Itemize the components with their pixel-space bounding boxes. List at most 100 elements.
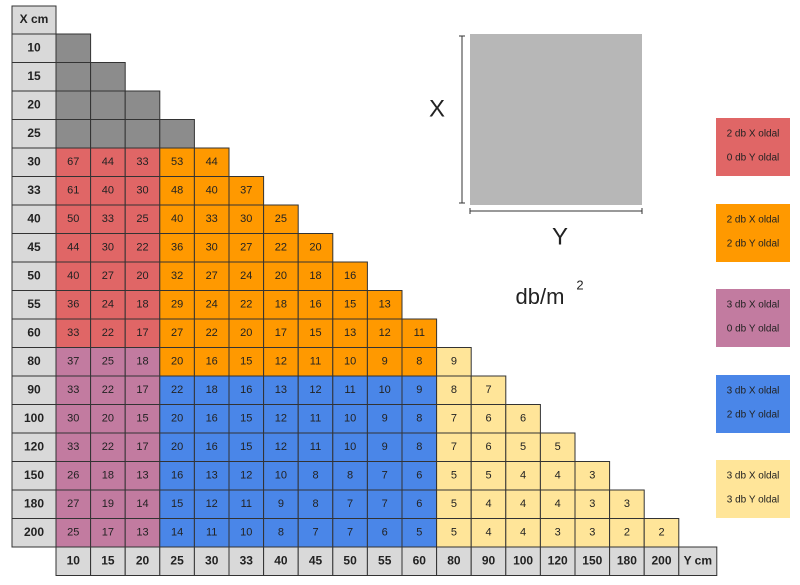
cell-value: 17 bbox=[136, 384, 148, 396]
cell bbox=[159, 119, 195, 149]
legend-text: 3 db Y oldal bbox=[727, 495, 779, 506]
cell-value: 50 bbox=[67, 213, 79, 225]
legend-text: 3 db X oldal bbox=[727, 386, 780, 397]
cell-value: 15 bbox=[240, 356, 252, 368]
cell bbox=[436, 432, 472, 462]
cell-value: 4 bbox=[520, 527, 526, 539]
cell bbox=[228, 261, 265, 291]
cell bbox=[609, 489, 645, 519]
cell-value: 17 bbox=[136, 327, 148, 339]
cell-value: 5 bbox=[451, 470, 457, 482]
row-header-cell bbox=[11, 233, 57, 263]
cell bbox=[436, 347, 472, 377]
cell-value: 3 bbox=[589, 470, 595, 482]
cell-value: 8 bbox=[416, 356, 422, 368]
cell-value: 11 bbox=[310, 413, 321, 425]
cell-value: 8 bbox=[416, 441, 422, 453]
row-header-cell bbox=[11, 147, 57, 177]
cell-value: 15 bbox=[309, 327, 321, 339]
cell bbox=[263, 261, 299, 291]
column-header: 30 bbox=[205, 553, 219, 567]
cell-value: 7 bbox=[451, 441, 457, 453]
cell bbox=[539, 489, 576, 519]
cell-value: 2 bbox=[658, 527, 664, 539]
cell bbox=[263, 290, 299, 320]
cell-value: 8 bbox=[312, 470, 318, 482]
cell bbox=[55, 233, 92, 263]
cell-value: 27 bbox=[67, 498, 79, 510]
column-header-cell bbox=[263, 546, 299, 576]
cell bbox=[193, 489, 230, 519]
cell bbox=[263, 347, 299, 377]
cell-value: 5 bbox=[520, 441, 526, 453]
corner-label: X cm bbox=[20, 12, 49, 26]
cell-value: 48 bbox=[171, 185, 183, 197]
cell-value: 10 bbox=[240, 527, 252, 539]
cell-value: 30 bbox=[206, 242, 218, 254]
cell bbox=[470, 489, 507, 519]
cell bbox=[90, 90, 126, 120]
cell-value: 37 bbox=[67, 356, 79, 368]
cell-value: 6 bbox=[485, 441, 491, 453]
cell-value: 24 bbox=[206, 299, 218, 311]
cell bbox=[436, 461, 472, 491]
cell bbox=[124, 518, 161, 548]
column-header: 15 bbox=[101, 553, 115, 567]
cell-value: 11 bbox=[310, 441, 321, 453]
column-header: 55 bbox=[378, 553, 392, 567]
cell-value: 13 bbox=[206, 470, 218, 482]
cell-value: 36 bbox=[171, 242, 183, 254]
cell-value: 25 bbox=[102, 356, 114, 368]
cell-value: 3 bbox=[555, 527, 561, 539]
cell bbox=[401, 318, 438, 348]
cell bbox=[436, 375, 472, 405]
cell-value: 4 bbox=[555, 498, 561, 510]
column-header: 90 bbox=[482, 553, 496, 567]
cell-value: 22 bbox=[136, 242, 148, 254]
cell-value: 2 bbox=[624, 527, 630, 539]
cell-value: 10 bbox=[344, 441, 356, 453]
cell bbox=[55, 147, 92, 177]
unit-exponent: 2 bbox=[576, 277, 583, 292]
cell bbox=[55, 62, 92, 92]
row-header: 100 bbox=[24, 411, 44, 425]
cell bbox=[366, 432, 403, 462]
cell-value: 67 bbox=[67, 156, 79, 168]
cell bbox=[55, 489, 92, 519]
cell-value: 18 bbox=[136, 356, 148, 368]
cell bbox=[159, 318, 195, 348]
cell bbox=[401, 375, 438, 405]
row-header-cell bbox=[11, 404, 57, 434]
cell-value: 44 bbox=[206, 156, 218, 168]
cell-value: 6 bbox=[416, 470, 422, 482]
cell-value: 3 bbox=[589, 498, 595, 510]
cell-value: 19 bbox=[102, 498, 114, 510]
cell-value: 9 bbox=[382, 356, 388, 368]
cell-value: 27 bbox=[240, 242, 252, 254]
row-header: 80 bbox=[27, 354, 41, 368]
cell bbox=[55, 176, 92, 206]
cell bbox=[401, 404, 438, 434]
cell bbox=[90, 432, 126, 462]
cell-value: 33 bbox=[102, 213, 114, 225]
row-header: 180 bbox=[24, 496, 44, 510]
cell-value: 40 bbox=[102, 185, 114, 197]
cell bbox=[332, 489, 368, 519]
row-header: 20 bbox=[27, 97, 41, 111]
cell-value: 13 bbox=[344, 327, 356, 339]
cell bbox=[90, 489, 126, 519]
cell-value: 10 bbox=[275, 470, 287, 482]
cell-value: 22 bbox=[171, 384, 183, 396]
cell bbox=[159, 489, 195, 519]
column-header-cell bbox=[193, 546, 230, 576]
cell bbox=[124, 90, 161, 120]
cell bbox=[193, 518, 230, 548]
cell-value: 15 bbox=[344, 299, 356, 311]
cell-value: 11 bbox=[241, 498, 252, 510]
cell-value: 24 bbox=[102, 299, 114, 311]
cell-value: 12 bbox=[275, 441, 287, 453]
column-header: 200 bbox=[651, 553, 671, 567]
column-header-cell bbox=[55, 546, 92, 576]
cell-value: 22 bbox=[102, 327, 114, 339]
column-header-cell bbox=[401, 546, 438, 576]
